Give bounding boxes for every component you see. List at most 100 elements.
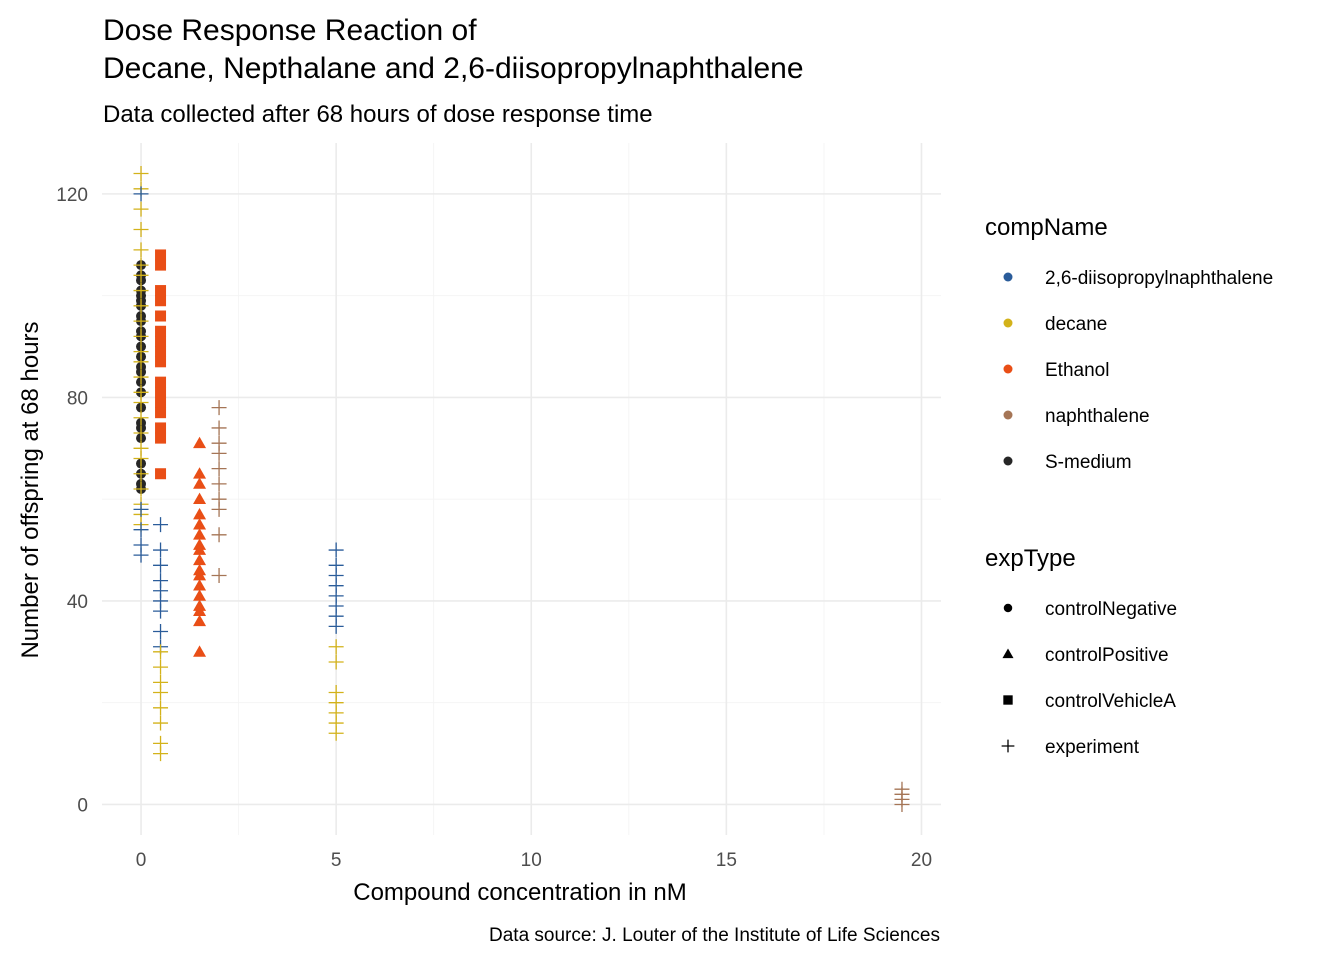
legend-compName-title: compName [985,214,1108,241]
data-point [153,685,169,701]
data-point [155,249,167,261]
legend-color-label: naphthalene [1045,406,1150,427]
y-tick-label: 40 [67,592,88,613]
legend-expType-title: expType [985,545,1076,572]
grid [102,143,941,835]
data-point [894,796,910,812]
legend-shape-label: controlNegative [1045,599,1177,620]
data-point [155,397,167,408]
series-decane-experiment [153,644,169,762]
data-point [155,285,167,297]
data-point [153,659,169,675]
series-ethanol-controlpositive [193,436,207,657]
data-point [193,569,207,581]
legend-color-key [1003,364,1013,374]
data-point [133,410,149,426]
data-point [133,166,149,182]
data-point [193,553,207,566]
data-point [211,527,227,543]
legend-compName: compName 2,6-diisopropylnaphthalene decan… [985,214,1273,473]
data-point [153,644,169,660]
data-point [133,395,149,410]
series-2-6-diisopropylnaphthalene-experiment [153,517,169,655]
data-point [133,425,149,441]
data-point [133,481,149,497]
data-point [211,420,227,436]
data-point [193,579,207,591]
data-point [193,604,207,616]
data-point [153,603,169,619]
data-point [133,522,149,538]
data-point [328,654,344,670]
legend-color-label: 2,6-diisopropylnaphthalene [1045,268,1273,289]
data-point [193,477,207,489]
data-point [328,618,344,634]
data-point [328,639,344,655]
data-point [133,501,149,517]
data-point [133,222,149,237]
data-point [155,310,167,322]
data-point [153,542,169,558]
data-point [133,201,149,217]
data-point [193,507,207,520]
legend-shape-label: controlVehicleA [1045,691,1176,712]
x-tick-label: 5 [331,850,342,871]
x-tick-label: 10 [521,850,542,871]
data-point [133,283,149,299]
series-2-6-diisopropylnaphthalene-experiment [328,542,344,634]
x-tick-label: 20 [911,850,932,871]
data-point [133,186,149,202]
data-point [133,328,149,344]
legend-shape-key [1001,739,1015,753]
y-tick-label: 120 [56,185,88,206]
data-point [133,242,149,258]
data-point [155,356,167,368]
data-point [133,369,149,385]
data-point [193,528,207,540]
y-axis-title: Number of offspring at 68 hours [17,321,44,658]
data-point [133,450,149,466]
data-point [133,354,149,370]
data-point [153,715,169,731]
data-point [153,700,169,716]
legend-shape-key [1003,603,1013,613]
data-point [155,335,167,347]
legend-color-key [1003,456,1013,466]
data-point [153,557,169,573]
data-point [153,517,169,533]
data-point [133,313,149,329]
chart-caption: Data source: J. Louter of the Institute … [489,925,940,946]
series-naphthalene-experiment [894,781,910,812]
data-point [193,543,207,555]
data-point [211,568,227,583]
data-point [193,518,207,530]
legend-color-key [1003,318,1013,328]
x-axis-ticks: 0 5 10 15 20 [136,850,932,871]
data-point [328,542,344,558]
legend-expType: expType controlNegative controlPositive co… [985,545,1177,758]
legend-shape-key [1003,695,1013,705]
legend-shape-key [1002,648,1014,659]
series-ethanol-controlvehiclea [155,249,167,480]
series-decane-experiment [328,639,344,741]
data-point [211,461,227,477]
data-point [155,432,167,444]
data-point [153,746,169,762]
data-point [193,589,207,601]
data-point [193,645,207,657]
data-point [211,445,227,461]
chart-title-line-2: Decane, Nepthalane and 2,6-diisopropylna… [103,52,804,85]
data-point [153,623,169,639]
data-point [193,467,207,479]
data-point [155,376,167,388]
legend-color-key [1003,272,1013,282]
data-point [155,295,167,307]
data-point [211,400,227,416]
data-point [155,407,167,419]
data-point [155,346,167,358]
x-tick-label: 15 [716,850,737,871]
data-point [155,259,167,271]
legend-color-label: S-medium [1045,452,1132,473]
x-tick-label: 0 [136,850,147,871]
